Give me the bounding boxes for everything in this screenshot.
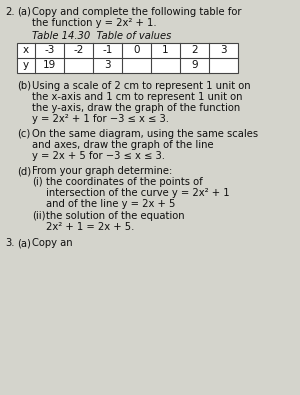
Text: and axes, draw the graph of the line: and axes, draw the graph of the line — [32, 140, 214, 150]
Text: (c): (c) — [17, 129, 30, 139]
Text: x: x — [23, 45, 29, 55]
Text: 19: 19 — [43, 60, 56, 70]
Text: the y-axis, draw the graph of the function: the y-axis, draw the graph of the functi… — [32, 103, 240, 113]
Text: From your graph determine:: From your graph determine: — [32, 166, 172, 176]
Text: (i): (i) — [32, 177, 43, 187]
Text: (ii): (ii) — [32, 211, 46, 221]
Text: On the same diagram, using the same scales: On the same diagram, using the same scal… — [32, 129, 258, 139]
Text: 2x² + 1 = 2x + 5.: 2x² + 1 = 2x + 5. — [46, 222, 134, 232]
Text: the solution of the equation: the solution of the equation — [46, 211, 184, 221]
Text: and of the line y = 2x + 5: and of the line y = 2x + 5 — [46, 199, 176, 209]
Text: -3: -3 — [44, 45, 55, 55]
Text: Using a scale of 2 cm to represent 1 unit on: Using a scale of 2 cm to represent 1 uni… — [32, 81, 250, 91]
Text: Copy and complete the following table for: Copy and complete the following table fo… — [32, 7, 242, 17]
Text: 3.: 3. — [5, 238, 14, 248]
Text: (a): (a) — [17, 7, 31, 17]
Text: -2: -2 — [73, 45, 84, 55]
Text: the function y = 2x² + 1.: the function y = 2x² + 1. — [32, 18, 157, 28]
Text: 1: 1 — [162, 45, 169, 55]
Text: Copy an: Copy an — [32, 238, 73, 248]
Text: intersection of the curve y = 2x² + 1: intersection of the curve y = 2x² + 1 — [46, 188, 230, 198]
Text: 3: 3 — [104, 60, 111, 70]
Text: y: y — [23, 60, 29, 70]
Bar — [17, 43, 238, 73]
Text: 0: 0 — [133, 45, 140, 55]
Text: the x-axis and 1 cm to represent 1 unit on: the x-axis and 1 cm to represent 1 unit … — [32, 92, 242, 102]
Text: (b): (b) — [17, 81, 31, 91]
Text: (d): (d) — [17, 166, 31, 176]
Text: -1: -1 — [102, 45, 113, 55]
Text: 2: 2 — [191, 45, 198, 55]
Text: y = 2x² + 1 for −3 ≤ x ≤ 3.: y = 2x² + 1 for −3 ≤ x ≤ 3. — [32, 114, 169, 124]
Text: 3: 3 — [220, 45, 227, 55]
Text: (a): (a) — [17, 238, 31, 248]
Text: 2.: 2. — [5, 7, 15, 17]
Text: Table 14.30  Table of values: Table 14.30 Table of values — [32, 31, 171, 41]
Text: the coordinates of the points of: the coordinates of the points of — [46, 177, 203, 187]
Text: 9: 9 — [191, 60, 198, 70]
Text: y = 2x + 5 for −3 ≤ x ≤ 3.: y = 2x + 5 for −3 ≤ x ≤ 3. — [32, 151, 165, 161]
